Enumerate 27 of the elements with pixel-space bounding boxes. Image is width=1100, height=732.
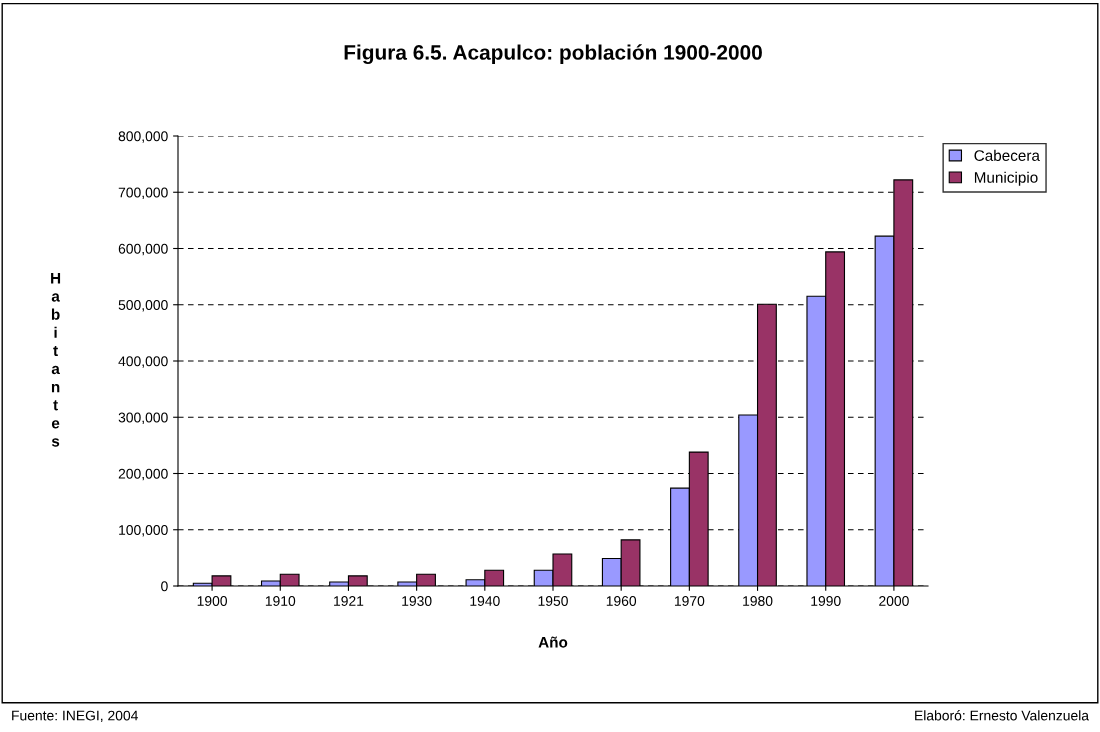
x-tick-label: 1930 [402,596,432,606]
y-tick-label: 600,000 [118,243,168,256]
text: Elaboró: Ernesto Valenzuela [915,710,1090,721]
x-tick-label: 1990 [811,596,841,606]
x-tick-label: 1960 [606,596,637,606]
x-tick-label: 1970 [674,596,705,606]
x-tick-label: 1900 [197,596,227,606]
legend-label: Municipio [974,171,1038,186]
y-tick-label: 500,000 [118,300,168,312]
y-tick-label: 800,000 [118,131,168,143]
text: Habitantes [51,272,61,447]
x-tick-label: 1940 [470,596,500,606]
y-tick-label: 700,000 [118,187,168,200]
x-axis-title: Año [538,636,568,648]
chart-title: Figura 6.5. Acapulco: población 1900-2000 [344,44,762,65]
y-tick-label: 200,000 [118,468,168,481]
source-note: Fuente: INEGI, 2004 [12,710,138,723]
x-tick-label: 1921 [334,596,364,606]
x-tick-label: 1950 [538,596,568,606]
x-tick-label: 2000 [879,596,909,606]
x-tick-label: 1980 [743,596,773,606]
y-tick-label: 0 [161,581,168,592]
y-tick-label: 300,000 [118,412,168,425]
y-tick-label: 400,000 [118,356,168,368]
x-tick-label: 1910 [265,596,296,606]
legend-label: Cabecera [974,149,1040,161]
y-tick-label: 100,000 [119,525,168,537]
